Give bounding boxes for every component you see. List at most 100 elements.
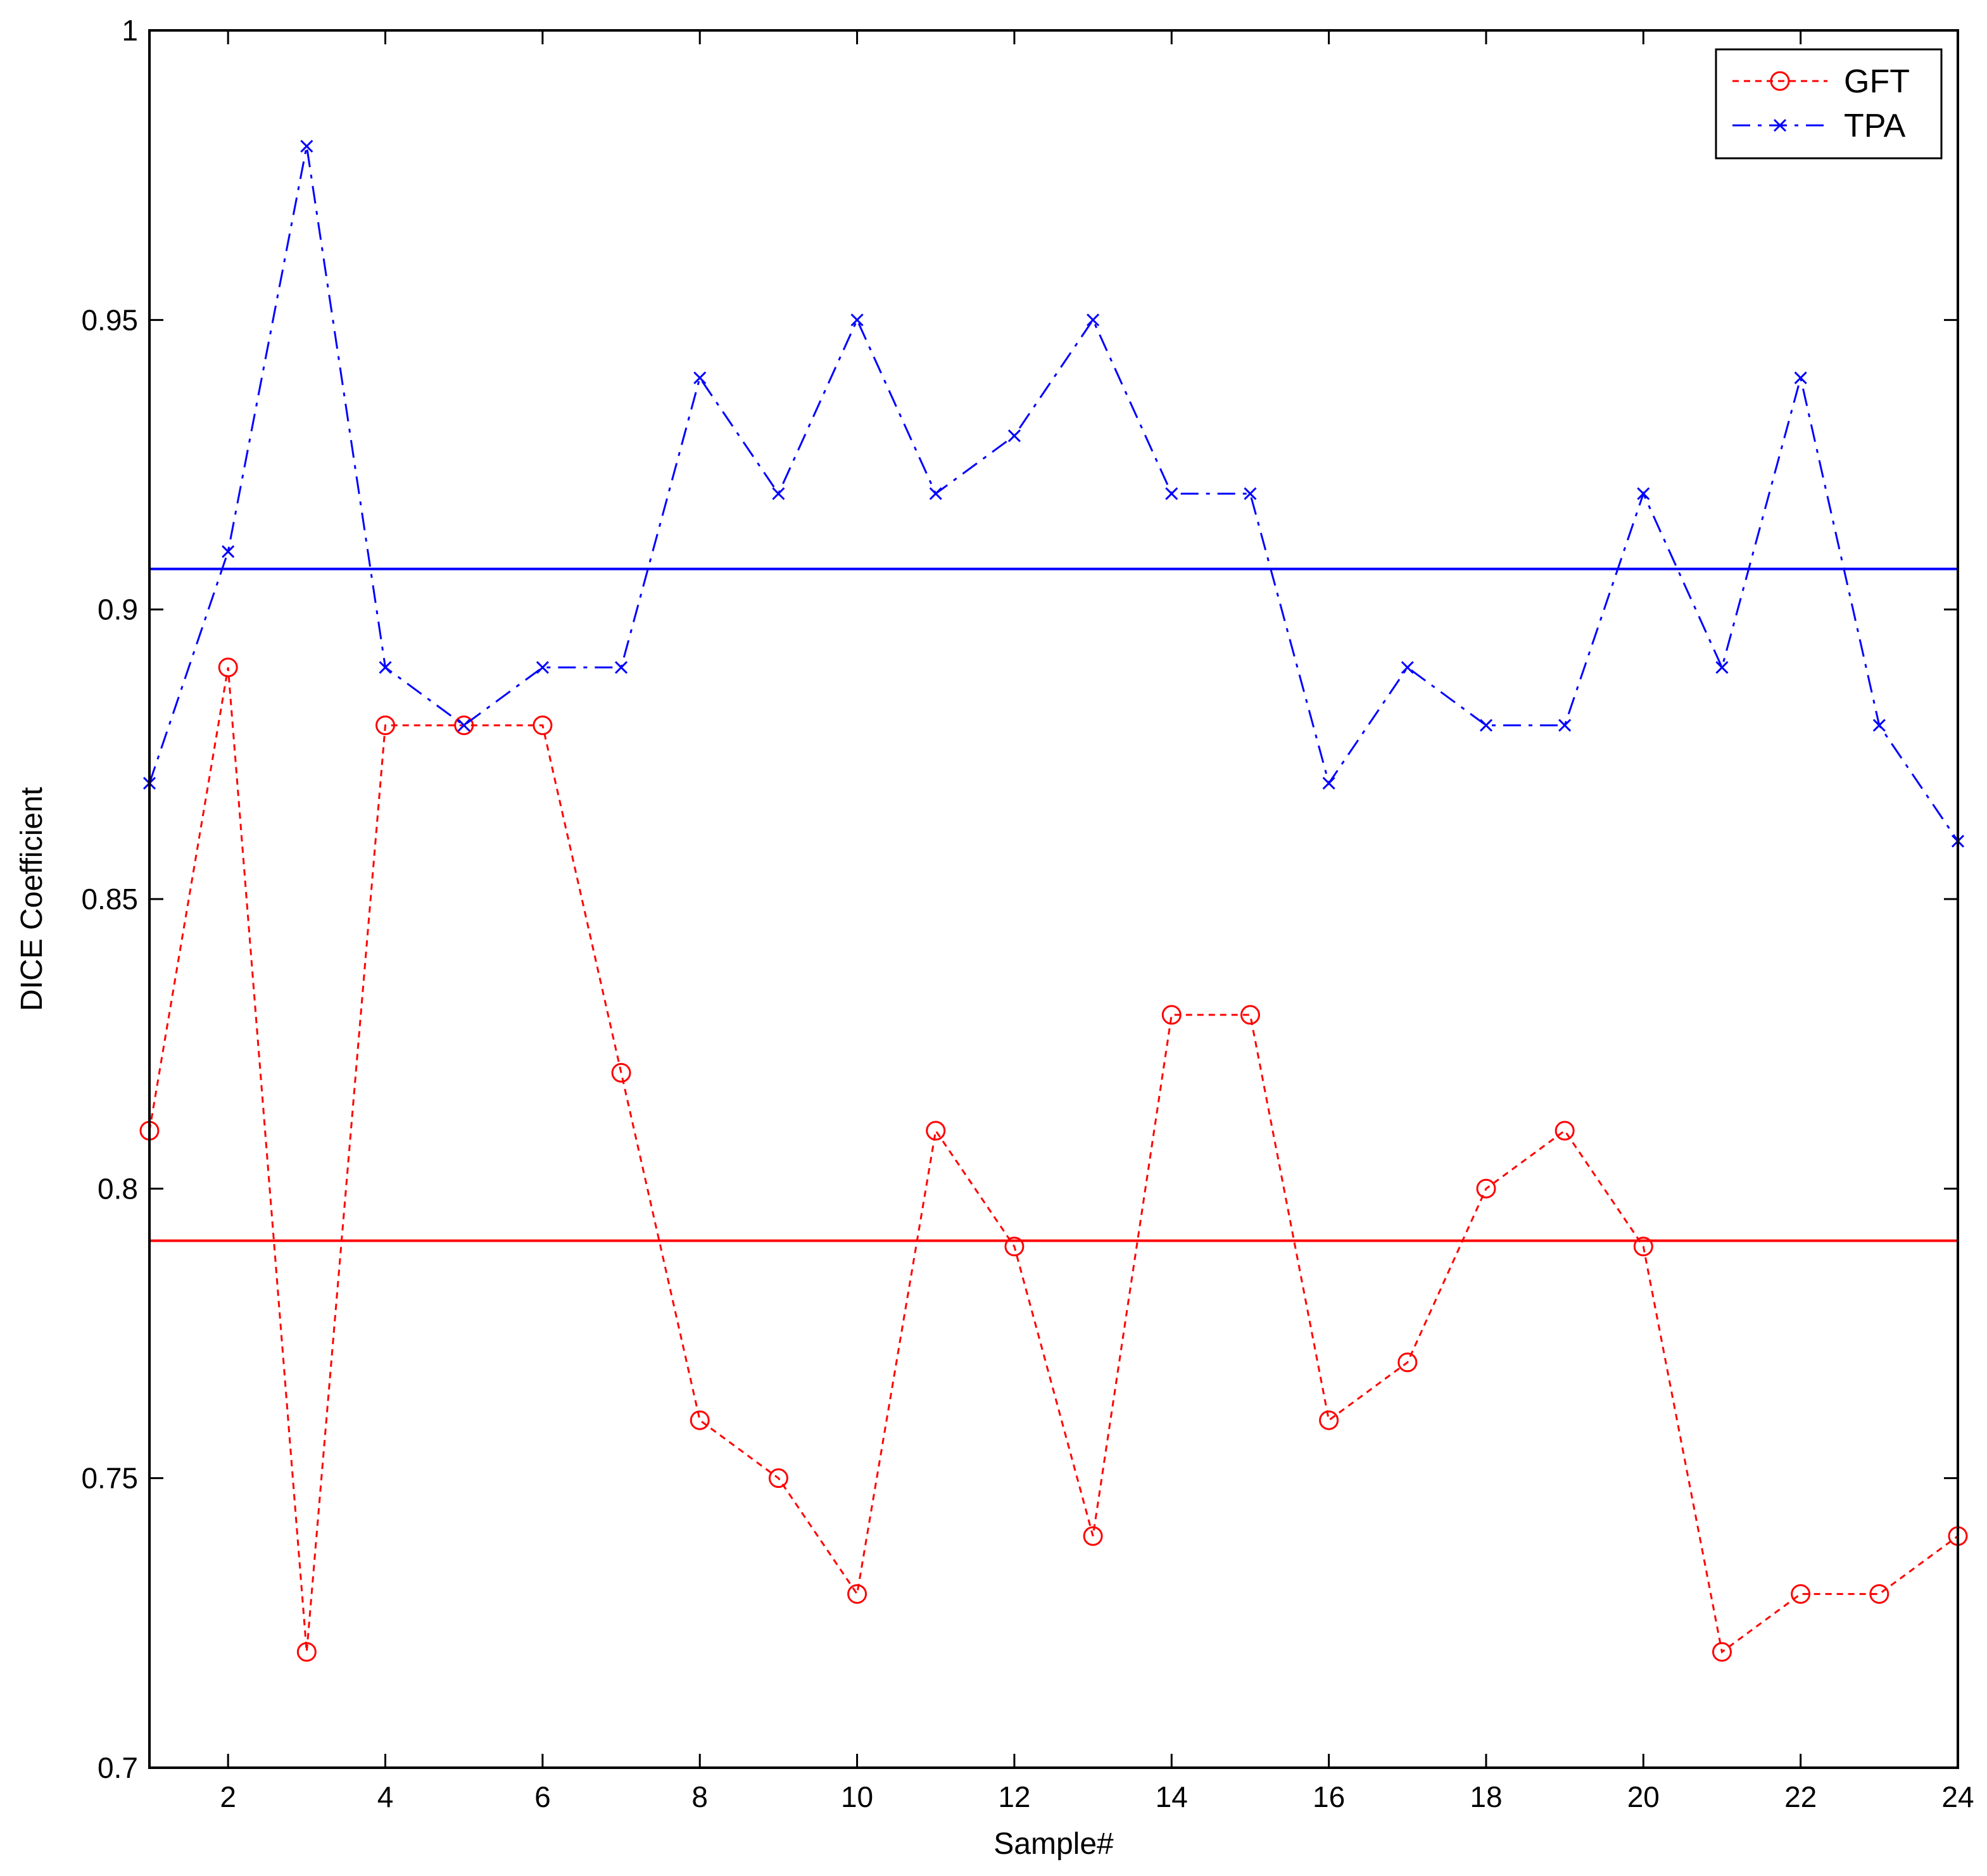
data-point-tpa	[1401, 661, 1414, 674]
data-point-gft	[454, 715, 474, 736]
legend: GFT TPA	[1715, 48, 1943, 160]
data-point-gft	[1791, 1584, 1811, 1604]
data-point-tpa	[1479, 719, 1493, 732]
marker-stroke	[1087, 313, 1100, 327]
data-point-gft	[1083, 1526, 1103, 1546]
x-tick-label: 2	[220, 1780, 236, 1813]
data-point-tpa	[1637, 487, 1650, 500]
legend-box	[1715, 48, 1943, 160]
data-point-gft	[218, 657, 238, 677]
marker-stroke	[1479, 719, 1493, 732]
x-tick-label: 6	[534, 1780, 551, 1813]
x-tick-label: 8	[691, 1780, 708, 1813]
x-tick-label: 18	[1470, 1780, 1502, 1813]
series-layer	[139, 139, 1968, 1662]
y-tick-label: 0.7	[98, 1751, 138, 1784]
marker-stroke	[850, 313, 864, 327]
marker-stroke	[772, 487, 785, 500]
data-point-gft	[1633, 1237, 1653, 1257]
data-point-tpa	[850, 313, 864, 327]
marker-stroke	[1773, 118, 1787, 132]
y-tick-label: 0.75	[81, 1462, 138, 1495]
data-point-gft	[1869, 1584, 1889, 1604]
data-point-tpa	[1715, 661, 1729, 674]
data-point-tpa	[772, 487, 785, 500]
data-point-tpa	[1322, 777, 1335, 790]
data-point-gft	[768, 1468, 788, 1489]
marker-stroke	[614, 661, 628, 674]
marker-stroke	[1715, 661, 1729, 674]
marker-stroke	[1244, 487, 1257, 500]
data-point-gft	[611, 1062, 631, 1083]
x-tick-label: 20	[1627, 1780, 1660, 1813]
reference-lines	[149, 567, 1958, 1242]
data-point-tpa	[1794, 371, 1807, 384]
data-point-gft	[1319, 1410, 1339, 1430]
data-point-gft	[926, 1121, 946, 1141]
marker-stroke	[1872, 719, 1886, 732]
x-tick-label: 4	[377, 1780, 394, 1813]
marker-stroke	[536, 661, 549, 674]
marker-stroke	[1165, 487, 1178, 500]
data-point-gft	[1240, 1005, 1260, 1025]
marker-stroke	[1637, 487, 1650, 500]
x-tick-label: 10	[841, 1780, 873, 1813]
x-tick-label: 14	[1156, 1780, 1188, 1813]
legend-label-tpa: TPA	[1844, 108, 1906, 144]
y-tick-label: 0.8	[98, 1172, 138, 1205]
data-point-gft	[1555, 1121, 1575, 1141]
y-tick-label: 0.9	[98, 593, 138, 626]
y-axis-label: DICE Coefficient	[15, 787, 49, 1011]
marker-stroke	[929, 487, 942, 500]
x-tick-label: 16	[1313, 1780, 1345, 1813]
data-point-gft	[1161, 1005, 1182, 1025]
legend-marker-gft	[1770, 71, 1790, 91]
data-point-tpa	[1244, 487, 1257, 500]
marker-stroke	[300, 139, 313, 153]
marker-stroke	[457, 719, 470, 732]
data-point-gft	[690, 1410, 710, 1430]
data-point-gft	[847, 1584, 867, 1604]
data-point-gft	[1397, 1352, 1418, 1373]
x-tick-label: 24	[1941, 1780, 1974, 1813]
y-tick-label: 0.95	[81, 303, 138, 336]
marker-stroke	[379, 661, 392, 674]
data-point-tpa	[693, 371, 707, 384]
data-point-tpa	[929, 487, 942, 500]
series-line-gft	[148, 667, 1959, 1654]
data-point-tpa	[1087, 313, 1100, 327]
legend-label-gft: GFT	[1844, 63, 1910, 100]
x-tick-label: 22	[1784, 1780, 1817, 1813]
y-tick-label: 0.85	[81, 883, 138, 916]
data-point-gft	[1712, 1642, 1732, 1662]
data-point-gft	[533, 715, 553, 736]
data-point-gft	[375, 715, 396, 736]
marker-stroke	[222, 545, 235, 558]
marker-stroke	[1322, 777, 1335, 790]
data-point-tpa	[457, 719, 470, 732]
marker-stroke	[1558, 719, 1572, 732]
x-axis-label: Sample#	[994, 1827, 1114, 1861]
data-point-tpa	[379, 661, 392, 674]
marker-stroke	[1401, 661, 1414, 674]
marker-stroke	[693, 371, 707, 384]
data-point-tpa	[1872, 719, 1886, 732]
data-point-gft	[1004, 1237, 1025, 1257]
data-point-gft	[1476, 1178, 1496, 1199]
data-point-tpa	[222, 545, 235, 558]
marker-stroke	[1007, 429, 1021, 443]
y-tick-label: 1	[122, 14, 138, 47]
data-point-tpa	[1558, 719, 1572, 732]
series-line-tpa	[148, 146, 1959, 842]
data-point-tpa	[300, 139, 313, 153]
data-point-tpa	[1165, 487, 1178, 500]
ticks: 2 4 6 8 10 12 14 16 18 20 22 240.70.750.80.850.90.9…	[81, 14, 1974, 1813]
legend-marker-tpa	[1773, 118, 1787, 132]
data-point-tpa	[614, 661, 628, 674]
x-tick-label: 12	[998, 1780, 1030, 1813]
data-point-gft	[296, 1642, 317, 1662]
data-point-tpa	[1007, 429, 1021, 443]
marker-stroke	[1794, 371, 1807, 384]
